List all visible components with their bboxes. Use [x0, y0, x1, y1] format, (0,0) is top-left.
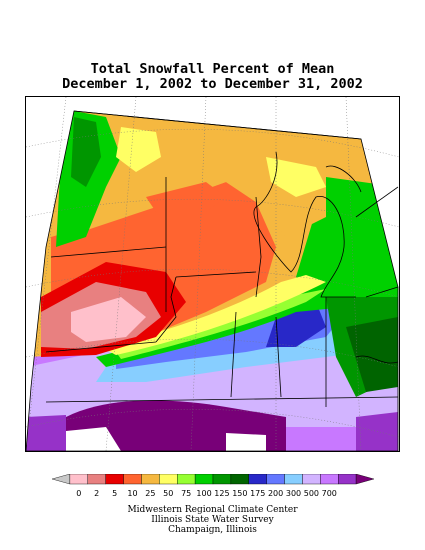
legend-swatch: [123, 474, 142, 485]
legend-swatch: [105, 474, 124, 485]
map-title-line2: December 1, 2002 to December 31, 2002: [62, 76, 363, 92]
legend-swatch: [159, 474, 178, 485]
legend-swatch: [338, 474, 357, 485]
legend-label: 700: [322, 489, 337, 498]
legend-label: 50: [163, 489, 173, 498]
legend-swatch: [248, 474, 267, 485]
legend-swatch: [230, 474, 249, 485]
legend-swatch: [284, 474, 303, 485]
legend-swatch: [355, 474, 375, 485]
legend-swatch: [302, 474, 321, 485]
legend-label: 10: [127, 489, 137, 498]
legend-label: 25: [145, 489, 155, 498]
legend-label: 5: [112, 489, 117, 498]
legend-swatch: [320, 474, 339, 485]
snowfall-percent-fill: [26, 111, 398, 451]
legend-label: 200: [268, 489, 283, 498]
graticule: [26, 97, 399, 451]
legend-label: 100: [196, 489, 211, 498]
credit-line2: Illinois State Water Survey: [151, 515, 274, 525]
legend-swatch: [194, 474, 214, 485]
legend-label: 175: [250, 489, 265, 498]
legend-label: 500: [304, 489, 319, 498]
legend-swatch: [266, 474, 285, 485]
legend-swatch: [212, 474, 232, 485]
legend-label: 150: [232, 489, 247, 498]
legend-swatch: [177, 474, 196, 485]
legend-label: 2: [94, 489, 99, 498]
snowfall-map: [25, 96, 400, 452]
legend-label: 75: [181, 489, 191, 498]
legend-label: 125: [214, 489, 229, 498]
credit-line3: Champaign, Illinois: [168, 525, 257, 535]
legend-swatch: [87, 474, 106, 485]
legend-label: 300: [286, 489, 301, 498]
legend-swatch: [51, 474, 71, 485]
credit-line1: Midwestern Regional Climate Center: [127, 505, 298, 515]
legend-label: 0: [76, 489, 81, 498]
legend-swatch: [69, 474, 88, 485]
color-legend: 0 2 5 10 25 50 75 100 125 150 175 200 300 500 700: [51, 474, 375, 498]
legend-swatch: [141, 474, 160, 485]
map-title-line1: Total Snowfall Percent of Mean: [90, 61, 335, 77]
